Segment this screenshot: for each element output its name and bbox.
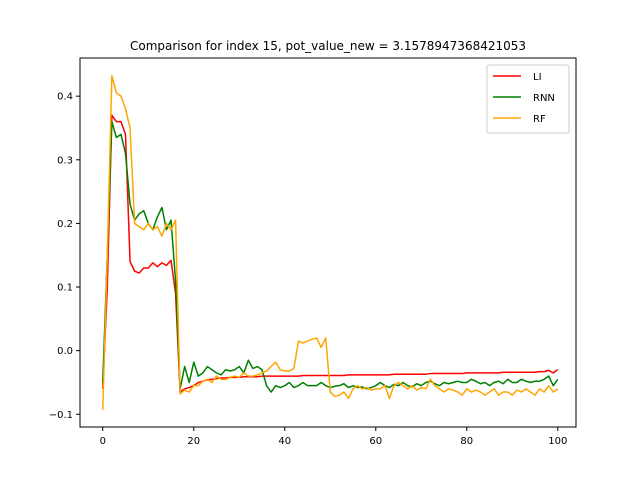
y-tick-label: 0.0 bbox=[57, 346, 73, 357]
plot-frame bbox=[79, 57, 577, 428]
x-tick-label: 80 bbox=[460, 436, 473, 447]
legend-label-rnn: RNN bbox=[533, 93, 555, 104]
x-axis: 0 20 40 60 80 100 bbox=[100, 427, 567, 447]
series-line-rnn bbox=[102, 120, 559, 393]
legend-label-rf: RF bbox=[533, 114, 546, 125]
series-line-rf bbox=[102, 75, 559, 410]
x-tick-label: 100 bbox=[548, 436, 567, 447]
x-tick-label: 60 bbox=[369, 436, 382, 447]
series-line-li bbox=[102, 114, 559, 393]
y-axis: −0.1 0.0 0.1 0.2 0.3 0.4 bbox=[49, 92, 80, 421]
chart-title: Comparison for index 15, pot_value_new =… bbox=[130, 39, 526, 53]
y-tick-label: 0.3 bbox=[57, 155, 73, 166]
x-tick-label: 20 bbox=[187, 436, 200, 447]
x-tick-label: 40 bbox=[278, 436, 291, 447]
series-layer bbox=[102, 75, 559, 410]
legend: LI RNN RF bbox=[486, 64, 570, 134]
y-tick-label: 0.4 bbox=[57, 92, 73, 103]
y-tick-label: 0.1 bbox=[57, 283, 73, 294]
y-tick-label: −0.1 bbox=[49, 410, 73, 421]
y-tick-label: 0.2 bbox=[57, 219, 73, 230]
x-tick-label: 0 bbox=[100, 436, 106, 447]
legend-box bbox=[486, 64, 570, 134]
legend-label-li: LI bbox=[533, 72, 542, 83]
